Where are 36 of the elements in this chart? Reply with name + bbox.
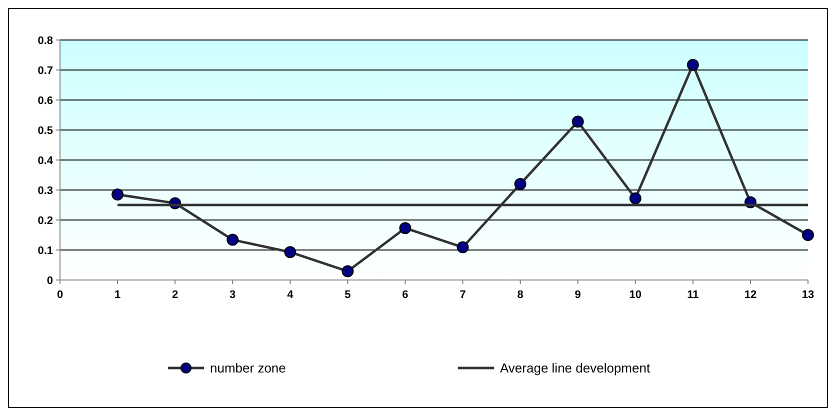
x-tick-label: 6 <box>402 289 408 301</box>
x-tick-label: 7 <box>460 289 466 301</box>
x-tick-label: 2 <box>172 289 178 301</box>
point <box>514 178 526 190</box>
y-tick-label: 0.8 <box>38 34 53 47</box>
point <box>572 116 584 128</box>
x-tick-label: 13 <box>802 289 814 301</box>
x-tick-label: 10 <box>629 289 642 301</box>
x-tick-label: 5 <box>344 289 351 301</box>
x-tick-label: 9 <box>574 289 581 301</box>
point <box>399 222 412 234</box>
y-tick-label: 0.4 <box>38 154 54 167</box>
x-tick-label: 8 <box>517 289 524 301</box>
point <box>342 265 354 278</box>
y-tick-label: 0.5 <box>38 124 53 137</box>
point <box>686 58 699 71</box>
legend-label: number zone <box>210 360 286 376</box>
point <box>284 246 296 258</box>
y-tick-label: 0.1 <box>38 244 53 257</box>
point <box>802 229 814 241</box>
x-tick-label: 1 <box>114 289 121 301</box>
y-tick-label: 0.2 <box>38 214 53 227</box>
x-tick-label: 11 <box>687 289 699 301</box>
y-tick-label: 0.7 <box>38 64 53 77</box>
point <box>112 188 124 200</box>
x-tick-label: 4 <box>287 289 294 301</box>
x-tick-label: 0 <box>56 289 64 301</box>
x-tick-label: 3 <box>230 289 236 301</box>
y-tick-label: 0.6 <box>38 94 53 107</box>
legend-label: Average line development <box>500 360 650 376</box>
point <box>456 241 469 254</box>
y-tick-label: 0.3 <box>38 184 53 197</box>
point <box>226 234 239 246</box>
y-tick-label: 0 <box>46 274 53 287</box>
point <box>629 192 642 204</box>
x-tick-label: 12 <box>744 289 757 301</box>
